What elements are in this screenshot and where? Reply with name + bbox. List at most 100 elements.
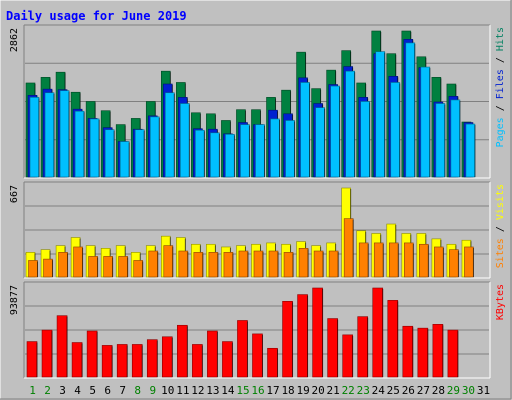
bar-pages-day-18: [285, 120, 295, 178]
bar-pages-day-9: [149, 116, 160, 178]
bar-kbytes-day-18: [282, 301, 293, 378]
bar-kbytes-day-26: [402, 325, 414, 378]
chart-title: Daily usage for June 2019: [6, 9, 187, 23]
bar-sites-day-29: [449, 249, 459, 278]
bar-pages-day-8: [134, 129, 145, 178]
bar-sites-day-11: [178, 250, 189, 278]
bar-kbytes-day-29: [447, 329, 459, 378]
panel-kbytes: 93877 KBytes: [9, 281, 506, 379]
bar-pages-day-21: [330, 85, 340, 178]
x-tick-label-day-6: 6: [104, 384, 111, 397]
legend-item-hits: Hits: [495, 27, 506, 51]
bar-kbytes-day-15: [237, 320, 248, 378]
bar-pages-day-11: [180, 103, 190, 178]
bar-pages-day-4: [74, 110, 85, 178]
bar-pages-day-6: [104, 129, 115, 178]
x-tick-label-day-5: 5: [89, 384, 96, 397]
bar-sites-day-14: [223, 252, 234, 278]
bar-kbytes-day-5: [86, 330, 98, 378]
bar-sites-day-17: [268, 250, 279, 278]
x-tick-label-day-28: 28: [432, 384, 445, 397]
legend-separator: /: [495, 99, 506, 117]
bar-kbytes-day-20: [312, 287, 323, 378]
bar-pages-day-29: [450, 99, 461, 178]
x-tick-label-day-11: 11: [176, 384, 189, 397]
bar-sites-day-21: [328, 250, 339, 278]
bar-pages-day-7: [119, 141, 130, 178]
bar-sites-day-4: [73, 246, 83, 278]
bar-sites-day-25: [388, 242, 399, 278]
bar-pages-day-20: [315, 107, 325, 178]
bar-kbytes-day-28: [432, 324, 444, 378]
bar-sites-day-3: [58, 252, 68, 278]
bar-pages-day-24: [375, 51, 386, 178]
x-tick-label-day-4: 4: [74, 384, 81, 397]
bar-kbytes-day-24: [372, 287, 384, 378]
bar-pages-day-28: [435, 103, 446, 178]
bar-kbytes-day-16: [252, 333, 263, 378]
x-tick-label-day-13: 13: [206, 384, 219, 397]
bar-sites-day-6: [103, 256, 113, 278]
bar-kbytes-day-8: [131, 344, 143, 378]
bar-pages-day-5: [89, 118, 100, 178]
bar-sites-day-16: [253, 250, 264, 278]
bar-kbytes-day-14: [222, 341, 233, 378]
panel-legend: Sites / Visits: [495, 184, 506, 268]
bar-kbytes-day-21: [327, 318, 338, 378]
x-axis-labels: 1 2 3 4 5 6 7 8 9 10 11 12 13 14 15 16 17 18 19 20 21 22 23 24 2…: [29, 384, 490, 397]
x-tick-label-day-31: 31: [477, 384, 490, 397]
x-tick-label-day-30: 30: [462, 384, 475, 397]
bar-sites-day-22: [343, 218, 354, 278]
legend-item-files: Files: [495, 69, 506, 99]
bar-kbytes-day-13: [207, 330, 218, 378]
legend-item-kbytes: KBytes: [495, 284, 506, 320]
bar-pages-day-13: [210, 132, 220, 178]
bar-kbytes-day-10: [161, 336, 173, 378]
x-tick-label-day-10: 10: [161, 384, 174, 397]
x-tick-label-day-14: 14: [221, 384, 235, 397]
bar-kbytes-day-3: [56, 315, 68, 378]
bar-sites-day-8: [133, 260, 144, 278]
x-tick-label-day-16: 16: [251, 384, 264, 397]
panels-layer: 2862 Pages / Files / Hits 667 Sites / Visit…: [9, 24, 506, 379]
bar-sites-day-10: [163, 245, 174, 278]
legend-item-pages: Pages: [495, 117, 506, 147]
bar-sites-day-12: [193, 252, 204, 278]
y-axis-max-label: 93877: [9, 285, 20, 315]
x-tick-label-day-19: 19: [296, 384, 309, 397]
bar-kbytes-day-27: [417, 327, 429, 378]
x-tick-label-day-2: 2: [44, 384, 51, 397]
bar-sites-day-28: [434, 246, 444, 278]
panel-hits-files-pages: 2862 Pages / Files / Hits: [9, 24, 506, 179]
bar-pages-day-16: [255, 124, 265, 178]
bar-kbytes-day-17: [267, 347, 278, 378]
bar-sites-day-23: [358, 242, 369, 278]
bar-sites-day-1: [28, 260, 38, 278]
bar-kbytes-day-4: [71, 342, 83, 378]
x-tick-label-day-27: 27: [417, 384, 430, 397]
legend-item-visits: Visits: [495, 184, 506, 220]
bar-sites-day-7: [118, 256, 128, 278]
x-tick-label-day-20: 20: [312, 384, 325, 397]
y-axis-max-label: 2862: [9, 28, 20, 52]
bar-kbytes-day-6: [101, 345, 113, 378]
x-tick-label-day-17: 17: [266, 384, 279, 397]
x-tick-label-day-8: 8: [134, 384, 141, 397]
bar-kbytes-day-1: [26, 341, 38, 378]
bar-kbytes-day-12: [192, 344, 203, 378]
bar-sites-day-13: [208, 252, 219, 278]
x-tick-label-day-9: 9: [149, 384, 156, 397]
x-tick-label-day-3: 3: [59, 384, 66, 397]
bar-pages-day-1: [29, 97, 40, 178]
x-tick-label-day-25: 25: [387, 384, 400, 397]
x-tick-label-day-22: 22: [342, 384, 355, 397]
x-tick-label-day-15: 15: [236, 384, 249, 397]
bar-pages-day-15: [240, 124, 250, 178]
x-tick-label-day-24: 24: [372, 384, 386, 397]
bar-sites-day-27: [419, 243, 429, 278]
bar-sites-day-15: [238, 250, 249, 278]
x-tick-label-day-23: 23: [357, 384, 370, 397]
panel-visits-sites: 667 Sites / Visits: [9, 181, 506, 279]
